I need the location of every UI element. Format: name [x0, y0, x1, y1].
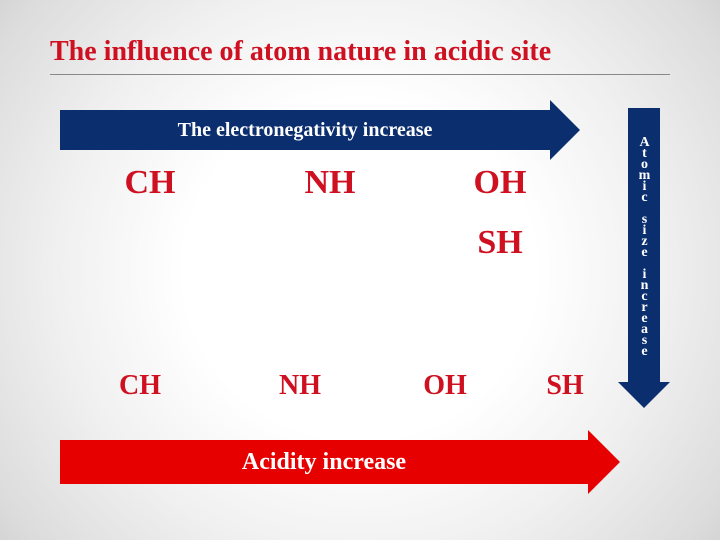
- period-row-2: SH: [60, 224, 580, 262]
- chem-label: CH: [60, 164, 240, 202]
- atomic-size-arrow: Atomic size increase: [628, 108, 660, 408]
- chem-label: NH: [220, 370, 380, 402]
- electronegativity-arrow: The electronegativity increase: [60, 110, 580, 150]
- chem-label: [240, 224, 420, 262]
- chem-label: NH: [240, 164, 420, 202]
- chem-label: SH: [420, 224, 580, 262]
- acidity-arrow-label: Acidity increase: [60, 440, 588, 484]
- chem-label: OH: [420, 164, 580, 202]
- atomic-size-arrow-label: Atomic size increase: [628, 108, 660, 382]
- acidity-arrow: Acidity increase: [60, 440, 620, 484]
- electronegativity-arrow-label: The electronegativity increase: [60, 110, 550, 150]
- arrow-head-down-icon: [618, 382, 670, 408]
- chem-label: OH: [380, 370, 510, 402]
- slide-title: The influence of atom nature in acidic s…: [50, 36, 670, 75]
- period-row-1: CHNHOH: [60, 164, 580, 202]
- slide-title-text: The influence of atom nature in acidic s…: [50, 36, 551, 67]
- arrow-head-right-icon: [588, 430, 620, 494]
- chem-label: CH: [60, 370, 220, 402]
- chem-label: SH: [510, 370, 620, 402]
- chem-label: [60, 224, 240, 262]
- arrow-head-right-icon: [550, 100, 580, 160]
- acidity-order-row: CHNHOHSH: [60, 370, 620, 402]
